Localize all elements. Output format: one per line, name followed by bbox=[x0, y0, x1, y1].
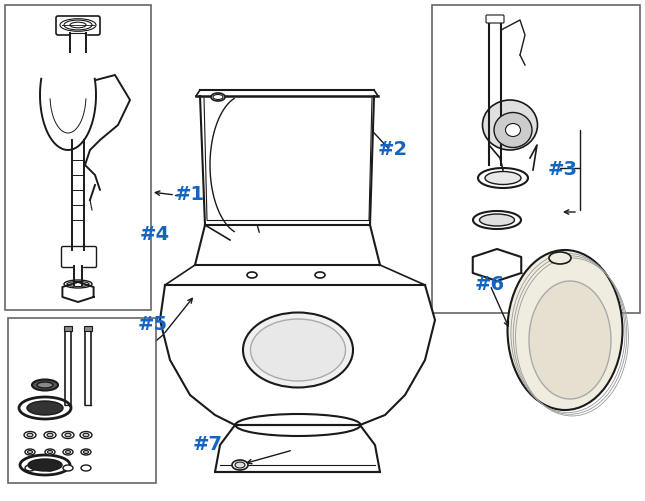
Ellipse shape bbox=[494, 113, 532, 147]
Ellipse shape bbox=[232, 460, 248, 470]
Ellipse shape bbox=[63, 465, 73, 471]
Ellipse shape bbox=[28, 459, 62, 471]
Polygon shape bbox=[40, 79, 96, 150]
Ellipse shape bbox=[243, 313, 353, 387]
Bar bbox=[8, 318, 156, 483]
Ellipse shape bbox=[37, 382, 53, 388]
Polygon shape bbox=[63, 282, 94, 302]
Polygon shape bbox=[215, 425, 380, 472]
Polygon shape bbox=[200, 96, 374, 225]
Ellipse shape bbox=[81, 449, 91, 455]
Polygon shape bbox=[65, 328, 71, 408]
Bar bbox=[64, 326, 72, 331]
FancyBboxPatch shape bbox=[486, 15, 504, 23]
Polygon shape bbox=[74, 266, 82, 285]
Ellipse shape bbox=[478, 168, 528, 188]
Text: #3: #3 bbox=[548, 160, 578, 179]
Ellipse shape bbox=[64, 280, 92, 288]
Ellipse shape bbox=[65, 433, 71, 437]
Ellipse shape bbox=[81, 465, 91, 471]
Ellipse shape bbox=[482, 100, 537, 150]
Ellipse shape bbox=[48, 450, 52, 453]
Ellipse shape bbox=[508, 250, 622, 410]
Ellipse shape bbox=[32, 379, 58, 390]
FancyBboxPatch shape bbox=[61, 246, 97, 268]
Ellipse shape bbox=[485, 171, 521, 184]
Polygon shape bbox=[196, 90, 378, 96]
Ellipse shape bbox=[211, 93, 225, 101]
Polygon shape bbox=[72, 140, 84, 250]
Polygon shape bbox=[165, 265, 425, 285]
Text: #5: #5 bbox=[138, 315, 168, 334]
Polygon shape bbox=[473, 249, 521, 281]
Ellipse shape bbox=[315, 272, 325, 278]
Ellipse shape bbox=[27, 401, 63, 415]
Bar bbox=[5, 5, 151, 310]
Ellipse shape bbox=[24, 431, 36, 438]
Polygon shape bbox=[195, 225, 230, 270]
Ellipse shape bbox=[27, 433, 33, 437]
Ellipse shape bbox=[20, 455, 70, 475]
Polygon shape bbox=[85, 328, 91, 408]
Ellipse shape bbox=[549, 252, 571, 264]
Text: #4: #4 bbox=[140, 225, 170, 244]
Ellipse shape bbox=[529, 281, 611, 399]
Polygon shape bbox=[70, 33, 86, 52]
Ellipse shape bbox=[19, 397, 71, 419]
Ellipse shape bbox=[250, 319, 346, 381]
Ellipse shape bbox=[62, 431, 74, 438]
Ellipse shape bbox=[47, 433, 53, 437]
Ellipse shape bbox=[28, 450, 32, 453]
Ellipse shape bbox=[506, 124, 521, 136]
Bar bbox=[84, 326, 92, 331]
Polygon shape bbox=[365, 225, 380, 265]
Ellipse shape bbox=[45, 449, 55, 455]
Ellipse shape bbox=[25, 465, 35, 471]
Text: #6: #6 bbox=[475, 275, 505, 294]
Text: #1: #1 bbox=[175, 185, 205, 204]
Polygon shape bbox=[489, 20, 501, 165]
Ellipse shape bbox=[473, 211, 521, 229]
Ellipse shape bbox=[83, 450, 88, 453]
Bar bbox=[432, 5, 640, 313]
Ellipse shape bbox=[247, 272, 257, 278]
Ellipse shape bbox=[63, 449, 73, 455]
Text: #7: #7 bbox=[193, 435, 223, 454]
Ellipse shape bbox=[235, 462, 245, 468]
Polygon shape bbox=[160, 285, 435, 425]
FancyBboxPatch shape bbox=[56, 16, 100, 35]
Ellipse shape bbox=[80, 431, 92, 438]
Ellipse shape bbox=[66, 450, 70, 453]
Ellipse shape bbox=[83, 433, 89, 437]
Text: #2: #2 bbox=[378, 140, 408, 159]
Ellipse shape bbox=[235, 414, 361, 436]
Ellipse shape bbox=[45, 465, 55, 471]
Ellipse shape bbox=[25, 449, 35, 455]
Ellipse shape bbox=[479, 214, 515, 226]
Ellipse shape bbox=[44, 431, 56, 438]
